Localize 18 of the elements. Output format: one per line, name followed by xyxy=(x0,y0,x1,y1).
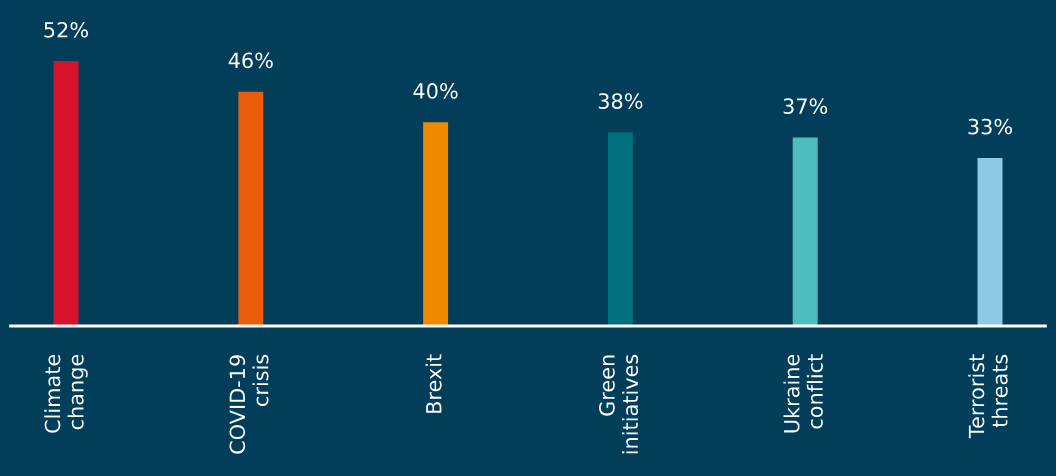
bar xyxy=(607,132,633,326)
data-label: 52% xyxy=(44,21,88,38)
data-label: 38% xyxy=(598,93,643,109)
bar xyxy=(238,91,264,326)
x-tick-label: Green initiatives xyxy=(599,354,639,454)
data-label: 46% xyxy=(228,52,273,69)
x-tick-label: Ukraine conflict xyxy=(783,354,823,433)
x-tick-label: Climate change xyxy=(44,354,88,433)
x-tick-label: Terrorist threats xyxy=(968,354,1008,439)
x-tick-label: COVID-19 crisis xyxy=(229,354,269,454)
x-tick-label: Brexit xyxy=(425,354,442,413)
bar xyxy=(977,157,1003,326)
data-label: 40% xyxy=(413,83,458,99)
bar xyxy=(792,137,818,326)
data-label: 33% xyxy=(968,118,1012,135)
bar xyxy=(53,61,79,326)
bar xyxy=(423,122,449,326)
data-label: 37% xyxy=(783,98,828,115)
